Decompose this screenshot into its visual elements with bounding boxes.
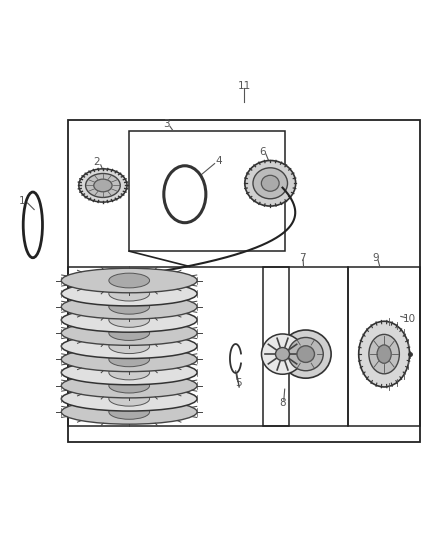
Ellipse shape xyxy=(276,348,290,361)
Ellipse shape xyxy=(377,345,391,364)
Text: 2: 2 xyxy=(93,157,100,167)
Ellipse shape xyxy=(61,347,197,372)
Text: 8: 8 xyxy=(279,398,286,408)
Ellipse shape xyxy=(94,179,112,192)
Ellipse shape xyxy=(61,281,197,306)
Bar xyxy=(68,266,289,426)
Text: 5: 5 xyxy=(235,377,242,387)
Ellipse shape xyxy=(61,400,197,424)
Ellipse shape xyxy=(109,312,149,327)
Bar xyxy=(129,131,285,251)
Ellipse shape xyxy=(61,386,197,411)
Bar xyxy=(68,120,420,442)
Text: 6: 6 xyxy=(259,147,266,157)
Ellipse shape xyxy=(61,295,197,319)
Ellipse shape xyxy=(280,330,331,378)
Ellipse shape xyxy=(109,405,149,419)
Text: 3: 3 xyxy=(163,119,170,129)
Ellipse shape xyxy=(109,352,149,367)
Ellipse shape xyxy=(61,334,197,359)
Ellipse shape xyxy=(261,175,279,191)
Ellipse shape xyxy=(61,268,197,293)
Ellipse shape xyxy=(109,273,149,288)
Ellipse shape xyxy=(61,360,197,385)
Ellipse shape xyxy=(109,300,149,314)
Bar xyxy=(348,266,420,426)
Ellipse shape xyxy=(85,173,120,197)
Bar xyxy=(263,266,348,426)
Text: 7: 7 xyxy=(299,253,306,263)
Text: 10: 10 xyxy=(403,314,416,324)
Ellipse shape xyxy=(61,321,197,345)
Text: 1: 1 xyxy=(18,196,25,206)
Ellipse shape xyxy=(109,378,149,393)
Ellipse shape xyxy=(109,339,149,353)
Text: 11: 11 xyxy=(238,81,251,91)
Ellipse shape xyxy=(109,365,149,380)
Ellipse shape xyxy=(359,321,410,387)
Ellipse shape xyxy=(288,337,323,371)
Ellipse shape xyxy=(61,308,197,332)
Ellipse shape xyxy=(61,374,197,398)
Ellipse shape xyxy=(109,326,149,341)
Ellipse shape xyxy=(109,286,149,301)
Ellipse shape xyxy=(79,169,127,202)
Ellipse shape xyxy=(297,346,314,362)
Text: 9: 9 xyxy=(372,253,379,263)
Ellipse shape xyxy=(253,168,287,199)
Ellipse shape xyxy=(109,391,149,406)
Text: 4: 4 xyxy=(215,156,223,166)
Ellipse shape xyxy=(261,334,304,374)
Ellipse shape xyxy=(245,160,296,206)
Ellipse shape xyxy=(369,334,399,374)
